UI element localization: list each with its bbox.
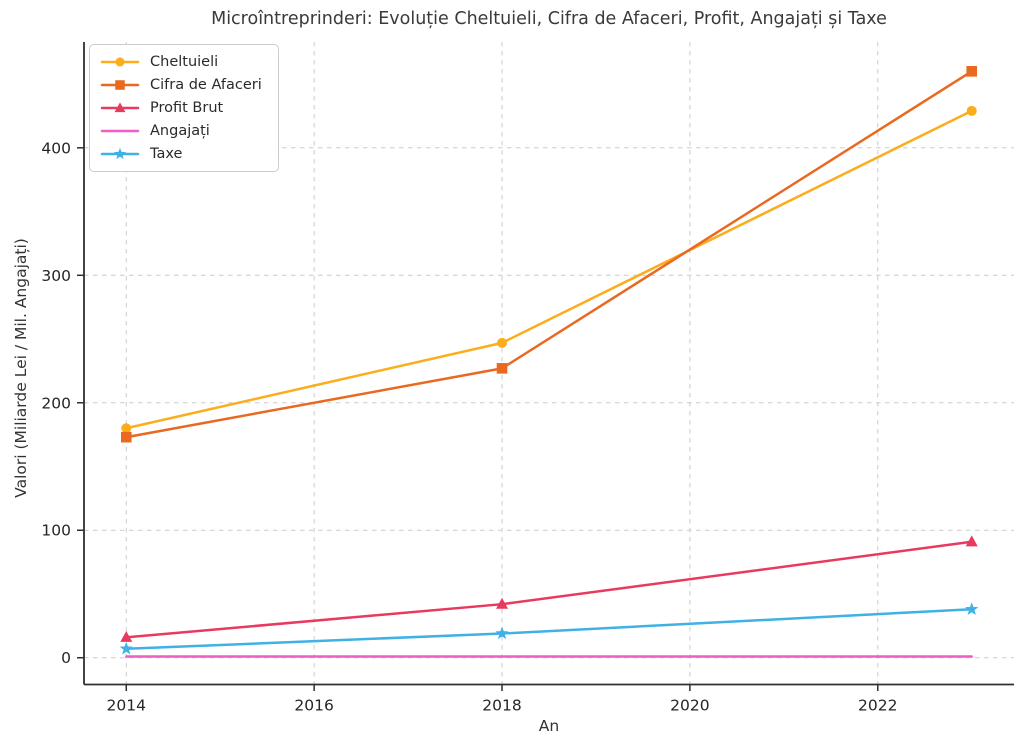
svg-text:300: 300	[41, 267, 71, 285]
legend-item-taxe: Taxe	[100, 146, 262, 162]
svg-text:200: 200	[41, 394, 71, 412]
line-marker-icon	[100, 80, 140, 90]
svg-text:2014: 2014	[107, 697, 146, 715]
legend-item-cheltuieli: Cheltuieli	[100, 54, 262, 70]
tick-labels: 2014 2016 2018 2020 2022 0 100 200 300 400	[41, 139, 897, 714]
x-axis-label: An	[538, 717, 560, 735]
svg-text:0: 0	[61, 649, 71, 667]
svg-text:2020: 2020	[670, 697, 709, 715]
line-marker-icon	[100, 129, 140, 133]
legend-label: Cifra de Afaceri	[150, 77, 262, 93]
series-cheltuieli	[121, 105, 977, 434]
series-taxe	[119, 602, 979, 655]
line-marker-icon	[100, 102, 140, 113]
legend: Cheltuieli Cifra de Afaceri Profit Brut …	[89, 44, 279, 172]
svg-text:2018: 2018	[482, 697, 521, 715]
axes-spines	[83, 42, 1014, 686]
legend-item-cifra-de-afaceri: Cifra de Afaceri	[100, 77, 262, 93]
svg-text:2016: 2016	[294, 697, 333, 715]
legend-label: Angajați	[150, 123, 210, 139]
svg-text:2022: 2022	[858, 697, 897, 715]
legend-label: Taxe	[150, 146, 183, 162]
line-marker-icon	[100, 147, 140, 160]
chart-title: Microîntreprinderi: Evoluție Cheltuieli,…	[211, 9, 887, 29]
series-profit-brut	[120, 535, 978, 642]
svg-text:400: 400	[41, 139, 71, 157]
legend-item-profit-brut: Profit Brut	[100, 100, 262, 116]
legend-label: Profit Brut	[150, 100, 224, 116]
series-cifra-de-afaceri	[120, 66, 978, 443]
legend-item-angajati: Angajați	[100, 123, 262, 139]
line-marker-icon	[100, 57, 140, 67]
svg-text:100: 100	[41, 522, 71, 540]
legend-label: Cheltuieli	[150, 54, 219, 70]
